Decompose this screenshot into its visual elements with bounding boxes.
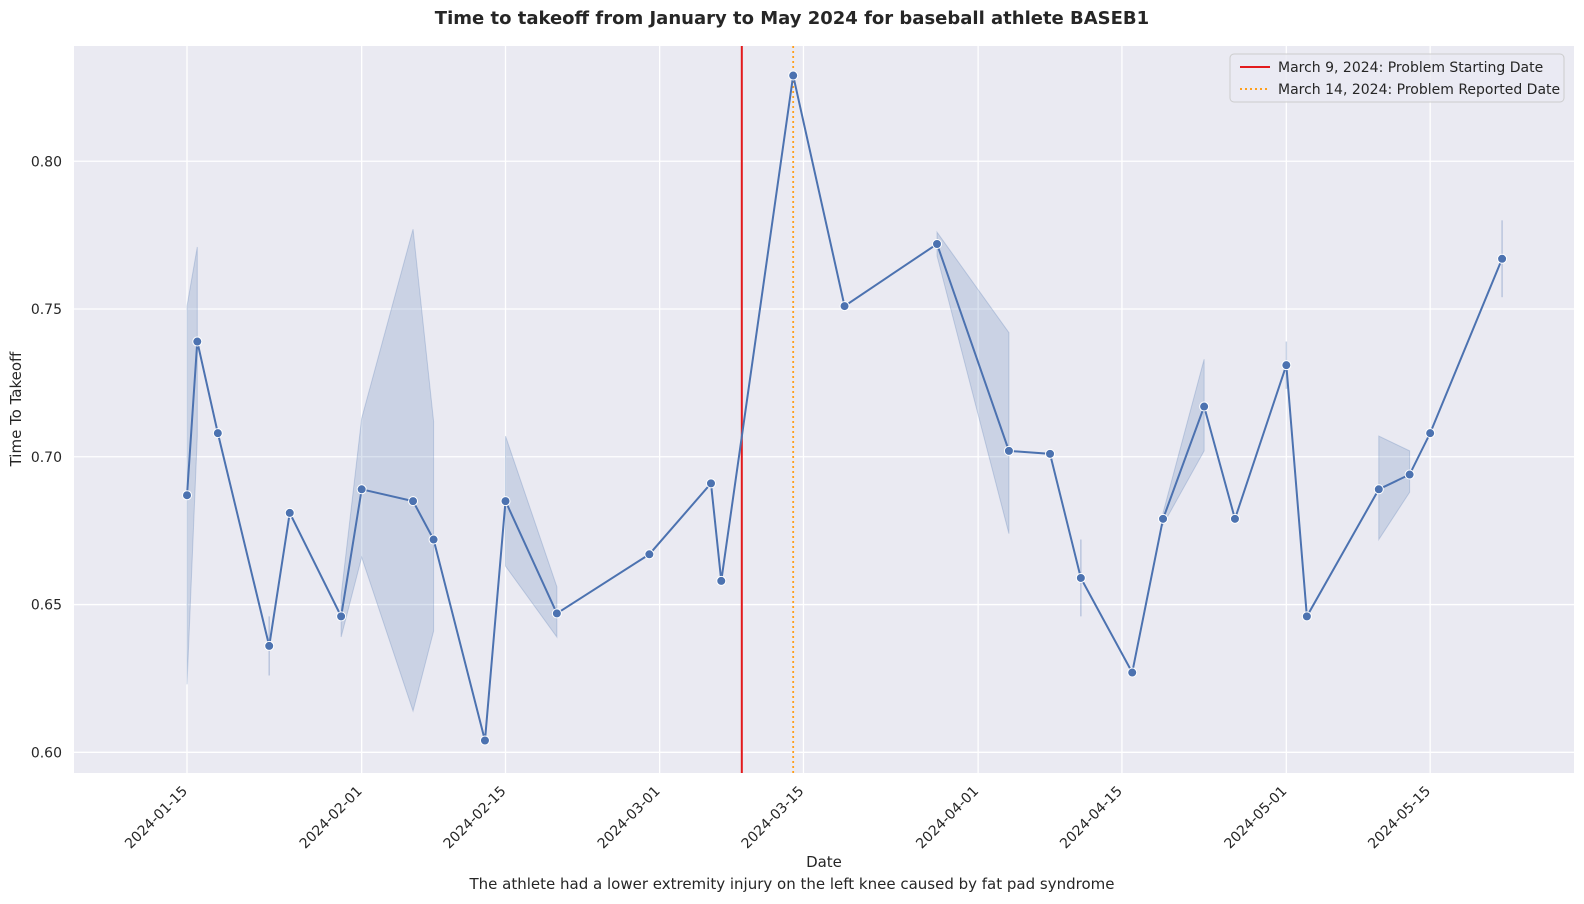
x-tick-label: 2024-01-15 bbox=[122, 783, 191, 852]
x-tick-label: 2024-05-15 bbox=[1365, 783, 1434, 852]
plot-area bbox=[74, 46, 1574, 773]
y-tick-label: 0.80 bbox=[31, 154, 62, 170]
y-tick-label: 0.70 bbox=[31, 450, 62, 466]
data-point bbox=[788, 70, 799, 81]
data-point bbox=[705, 478, 716, 489]
data-point bbox=[1404, 469, 1415, 480]
data-points bbox=[182, 70, 1508, 746]
data-point bbox=[1281, 360, 1292, 371]
legend: March 9, 2024: Problem Starting Date Marc… bbox=[1229, 53, 1565, 103]
data-point bbox=[1301, 611, 1312, 622]
data-point bbox=[428, 534, 439, 545]
legend-entry: March 14, 2024: Problem Reported Date bbox=[1278, 82, 1560, 98]
legend-frame bbox=[1229, 53, 1565, 103]
x-tick-label: 2024-02-01 bbox=[297, 783, 366, 852]
y-tick-label: 0.65 bbox=[31, 598, 62, 614]
data-point bbox=[932, 239, 943, 250]
y-axis-label: Time To Takeoff bbox=[7, 351, 25, 467]
data-point bbox=[644, 549, 655, 560]
data-point bbox=[500, 496, 511, 507]
data-point bbox=[1158, 513, 1169, 524]
legend-entry: March 9, 2024: Problem Starting Date bbox=[1278, 60, 1543, 76]
data-point bbox=[1199, 401, 1210, 412]
reference-lines bbox=[740, 46, 795, 773]
data-point bbox=[1127, 667, 1138, 678]
data-point bbox=[192, 336, 203, 347]
confidence-band bbox=[340, 229, 435, 713]
chart-caption: The athlete had a lower extremity injury… bbox=[469, 875, 1115, 893]
x-tick-label: 2024-02-15 bbox=[441, 783, 510, 852]
data-point bbox=[551, 608, 562, 619]
data-point bbox=[1497, 253, 1508, 264]
y-axis-ticks: 0.60 0.65 0.70 0.75 0.80 bbox=[31, 154, 62, 761]
data-point bbox=[1373, 484, 1384, 495]
confidence-band bbox=[1378, 435, 1411, 542]
x-tick-label: 2024-03-01 bbox=[595, 783, 664, 852]
chart-title: Time to takeoff from January to May 2024… bbox=[435, 8, 1149, 29]
x-tick-label: 2024-04-01 bbox=[913, 783, 982, 852]
gridlines bbox=[74, 46, 1574, 773]
data-point bbox=[839, 301, 850, 312]
data-point bbox=[284, 507, 295, 518]
data-point bbox=[1045, 448, 1056, 459]
data-point bbox=[408, 496, 419, 507]
x-tick-label: 2024-03-15 bbox=[739, 783, 808, 852]
data-point bbox=[182, 490, 193, 501]
data-point bbox=[1003, 445, 1014, 456]
x-tick-label: 2024-04-15 bbox=[1057, 783, 1126, 852]
data-point bbox=[1425, 428, 1436, 439]
data-point bbox=[212, 428, 223, 439]
data-point bbox=[716, 575, 727, 586]
y-tick-label: 0.60 bbox=[31, 745, 62, 761]
confidence-band bbox=[186, 246, 198, 685]
data-point bbox=[1075, 572, 1086, 583]
data-point bbox=[356, 484, 367, 495]
data-point bbox=[1229, 513, 1240, 524]
data-point bbox=[264, 640, 275, 651]
x-axis-ticks: 2024-01-15 2024-02-01 2024-02-15 2024-03-01… bbox=[122, 783, 1434, 852]
data-point bbox=[479, 735, 490, 746]
x-tick-label: 2024-05-01 bbox=[1221, 783, 1290, 852]
data-point bbox=[336, 611, 347, 622]
y-tick-label: 0.75 bbox=[31, 302, 62, 318]
x-axis-label: Date bbox=[806, 853, 842, 871]
